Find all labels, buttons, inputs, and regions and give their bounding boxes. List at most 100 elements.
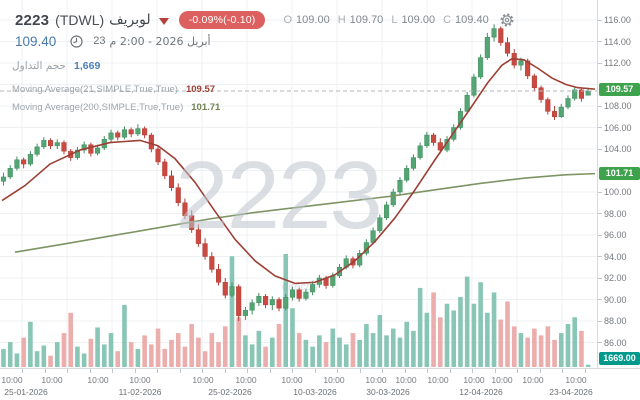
time-tickmark xyxy=(247,369,248,373)
volume-bar xyxy=(478,282,483,367)
volume-bar xyxy=(169,339,174,367)
time-tickmark xyxy=(449,369,451,373)
price-tick-label: 86.00 xyxy=(604,337,627,348)
open-label: O xyxy=(283,14,293,26)
candle-body xyxy=(383,204,390,219)
volume-bar xyxy=(216,342,221,367)
volume-bar xyxy=(263,346,268,367)
candle-body xyxy=(498,28,504,43)
candle-body xyxy=(289,289,296,298)
volume-bar xyxy=(377,315,383,367)
candle-body xyxy=(525,60,531,77)
time-tick-label: 10:00 xyxy=(281,375,303,385)
candle-body xyxy=(34,146,40,155)
candle-body xyxy=(484,36,490,58)
time-tickmark xyxy=(179,369,181,373)
volume-bar xyxy=(411,330,416,367)
candle-body xyxy=(276,299,282,309)
candle-body xyxy=(417,145,423,158)
price-tickmark xyxy=(598,320,602,322)
volume-bar xyxy=(485,312,490,367)
low-value: 109.00 xyxy=(401,14,436,26)
time-tick-label: 10:00 xyxy=(427,375,449,385)
price-tick-label: 98.00 xyxy=(604,208,627,219)
volume-bar xyxy=(182,346,188,367)
time-axis[interactable]: 10:00 10:00 10:00 10:00 10:00 10:00 10:00 10:00… xyxy=(0,368,640,400)
date-tick-label: 25-01-2026 xyxy=(4,387,48,397)
candle-body xyxy=(269,299,275,306)
volume-bar xyxy=(41,345,47,367)
ohlc-readout: O 109.00 H 109.70 L 109.00 C 109.40 xyxy=(275,14,488,26)
price-tick-label: 96.00 xyxy=(604,230,627,240)
candle-body xyxy=(558,106,564,117)
volume-bar xyxy=(404,321,409,367)
time-tick-label: 10:00 xyxy=(522,375,544,385)
volume-bar xyxy=(175,333,181,367)
candle-body xyxy=(310,284,316,293)
volume-bar xyxy=(122,304,127,367)
time-tick-label: 10:00 xyxy=(395,375,417,385)
candle-body xyxy=(202,243,208,257)
volume-bar xyxy=(538,335,544,367)
volume-bar xyxy=(229,256,235,367)
price-tick-label: 88.00 xyxy=(604,316,627,326)
high-value: 109.70 xyxy=(349,14,384,26)
time-tickmark xyxy=(44,369,46,373)
time-tick-label: 10:00 xyxy=(323,375,345,385)
price-tickmark xyxy=(598,213,602,214)
time-tick-label: 10:00 xyxy=(365,375,387,385)
candle-body xyxy=(175,187,181,203)
candle-body xyxy=(209,256,215,270)
candle-body xyxy=(424,134,430,147)
candle-body xyxy=(296,289,302,299)
volume-bar xyxy=(95,327,100,367)
chart-header: 2223 (TDWL) لوبريف -0.09%(-0.10) O 109.0… xyxy=(15,10,515,30)
legend-ma21[interactable]: Moving Average(21,SIMPLE,True,True) 109.… xyxy=(12,84,215,95)
bar-date-rest: أبريل 2026 - 2:00 م xyxy=(109,34,211,48)
volume-bar xyxy=(28,321,33,367)
time-tick-label: 10:00 xyxy=(235,375,257,385)
candle-body xyxy=(578,89,584,99)
date-tick-label: 23-04-2026 xyxy=(549,387,593,397)
price-tick-label: 114.00 xyxy=(604,36,631,47)
legend-ma200[interactable]: Moving Average(200,SIMPLE,True,True) 101… xyxy=(12,102,220,113)
candle-body xyxy=(397,179,403,193)
candle-body xyxy=(7,168,13,178)
price-tick-label: 112.00 xyxy=(604,58,631,68)
time-tick-label: 10:00 xyxy=(129,375,151,385)
candle-body xyxy=(74,149,80,158)
volume-bar xyxy=(438,317,443,367)
candle-body xyxy=(81,144,87,151)
volume-bar xyxy=(558,333,564,367)
candle-body xyxy=(47,140,54,147)
volume-bar xyxy=(68,312,73,367)
time-tickmark xyxy=(494,369,496,373)
date-tick-label: 11-02-2026 xyxy=(118,387,162,397)
clock-icon xyxy=(70,34,83,48)
volume-bar xyxy=(142,335,147,367)
price-tick-label: 104.00 xyxy=(604,144,632,154)
volume-bar xyxy=(498,319,504,367)
legend-volume[interactable]: حجم التداول 1,669 xyxy=(12,60,100,72)
time-tickmark xyxy=(584,369,586,373)
volume-bar xyxy=(202,351,208,367)
bar-day: 23 xyxy=(93,34,106,47)
price-tick-label: 90.00 xyxy=(604,294,627,305)
candle-body xyxy=(61,142,67,152)
volume-bar xyxy=(357,339,362,367)
change-badge: -0.09%(-0.10) xyxy=(178,11,266,29)
symbol-code[interactable]: 2223 xyxy=(15,11,50,29)
candle-body xyxy=(431,134,437,143)
candle-body xyxy=(504,42,511,54)
settings-gear-icon[interactable] xyxy=(499,12,515,28)
volume-bar xyxy=(585,364,591,367)
volume-bar xyxy=(337,337,342,367)
candle-body xyxy=(148,134,154,150)
time-tickmark xyxy=(67,369,68,373)
volume-bar xyxy=(317,335,322,367)
price-axis[interactable]: 116.00 114.00 112.00 108.00 106.00 104.00 100.… xyxy=(597,0,640,368)
time-tick-label: 10:00 xyxy=(87,375,109,385)
chevron-down-icon[interactable] xyxy=(158,17,169,25)
volume-bar xyxy=(108,333,114,367)
